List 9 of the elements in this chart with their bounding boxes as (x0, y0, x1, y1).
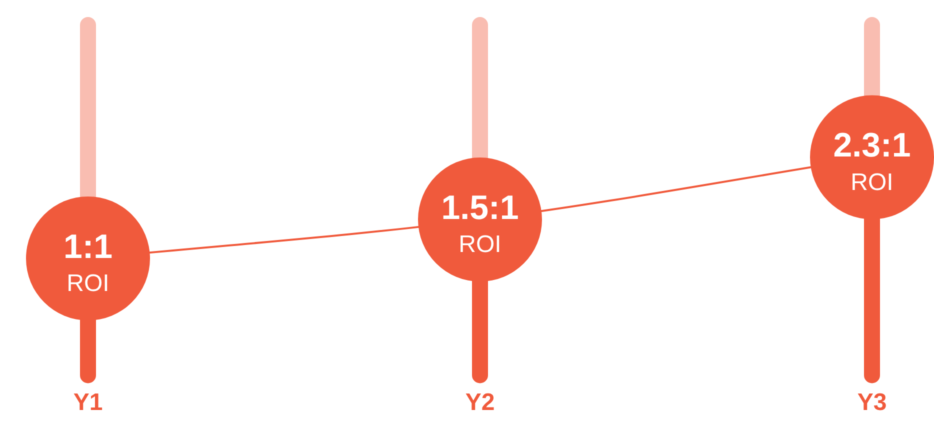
data-label: 1.5:1 (441, 188, 519, 227)
annotation: ROI (850, 168, 894, 196)
x-tick-label: Y2 (465, 389, 495, 416)
data-label: 2.3:1 (833, 126, 911, 165)
data-label: 1:1 (63, 228, 113, 266)
x-tick-label: Y1 (73, 389, 103, 416)
annotation: ROI (458, 231, 502, 258)
annotation: ROI (66, 270, 110, 298)
x-tick-label: Y3 (857, 389, 887, 416)
